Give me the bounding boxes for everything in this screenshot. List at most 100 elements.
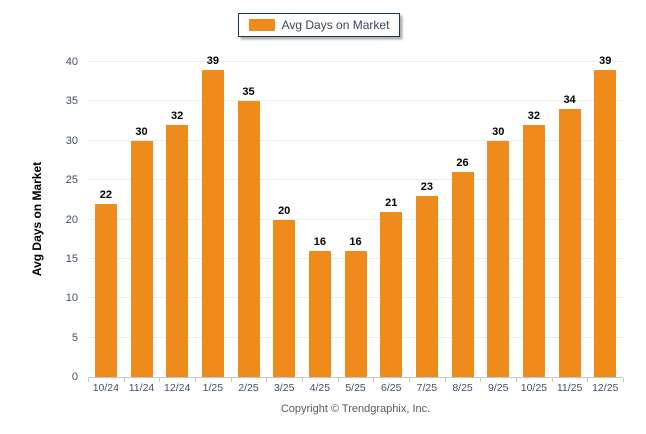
x-tick-label: 5/25 [345, 382, 366, 394]
axis-tick [302, 378, 303, 382]
y-tick-label: 20 [65, 213, 78, 226]
bar-slot: 32 [516, 62, 552, 377]
gridline [88, 139, 623, 141]
bar [522, 125, 545, 377]
x-axis-ticks [88, 378, 624, 382]
axis-tick [444, 378, 446, 382]
bar-slot: 16 [302, 62, 338, 377]
bar-slot: 16 [338, 62, 374, 377]
y-tick-label: 40 [65, 56, 78, 68]
bar [451, 172, 474, 377]
bar-value-label: 32 [171, 110, 184, 122]
x-tick-label: 10/25 [520, 382, 548, 394]
x-tick-label: 12/25 [592, 382, 619, 394]
bar-series: 22 30 32 39 35 20 16 16 21 23 26 30 32 34 39 [88, 55, 623, 377]
bar-slot: 22 [88, 62, 124, 377]
bar-value-label: 30 [492, 125, 505, 138]
axis-tick [409, 378, 410, 382]
bar [308, 251, 331, 377]
axis-tick [623, 378, 624, 382]
bar-slot: 20 [266, 62, 302, 377]
x-tick-label: 3/25 [273, 382, 295, 394]
gridline [88, 61, 623, 62]
axis-tick [159, 378, 161, 382]
y-tick-label: 10 [65, 292, 78, 305]
bar [94, 203, 117, 377]
x-tick-label: 1/25 [202, 382, 224, 394]
x-tick-label: 11/25 [556, 382, 583, 394]
axis-tick [480, 378, 482, 382]
bar-value-label: 30 [135, 125, 148, 138]
bar [166, 125, 189, 377]
bar-value-label: 39 [599, 54, 612, 67]
bar [415, 195, 438, 377]
x-tick-label: 11/24 [128, 382, 155, 394]
bar-value-label: 22 [99, 188, 112, 201]
bar-slot: 23 [409, 62, 445, 377]
y-tick-label: 35 [65, 95, 78, 108]
bar [380, 211, 403, 377]
bar [344, 251, 367, 377]
bar-slot: 26 [445, 62, 481, 377]
x-tick-label: 12/24 [164, 382, 191, 394]
x-tick-label: 9/25 [488, 382, 509, 394]
bar-slot: 30 [124, 62, 160, 377]
bar-value-label: 21 [385, 196, 398, 209]
axis-tick [230, 378, 232, 382]
bar-value-label: 16 [313, 236, 326, 248]
axis-tick [266, 378, 268, 382]
axis-tick [88, 378, 89, 382]
bar [558, 109, 581, 377]
bar-value-label: 26 [456, 157, 469, 170]
y-tick-label: 15 [65, 252, 78, 265]
y-tick-label: 0 [71, 371, 78, 383]
x-tick-label: 6/25 [380, 382, 402, 394]
axis-tick [516, 378, 517, 382]
bar-slot: 34 [552, 62, 588, 377]
bar-value-label: 39 [206, 54, 219, 67]
bar [237, 101, 260, 377]
bar [594, 69, 617, 377]
y-axis-title: Avg Days on Market [30, 161, 44, 277]
axis-tick [373, 378, 375, 382]
bar-slot: 39 [195, 55, 231, 377]
bar [273, 219, 296, 377]
axis-tick [195, 378, 196, 382]
axis-tick [123, 378, 125, 382]
y-tick-label: 5 [71, 331, 78, 344]
axis-tick [587, 378, 589, 382]
bar-value-label: 20 [278, 204, 291, 217]
gridline [88, 218, 623, 220]
x-tick-label: 4/25 [309, 382, 331, 394]
bar-value-label: 32 [527, 110, 541, 122]
copyright-text: Copyright © Trendgraphix, Inc. [280, 403, 431, 415]
bar-slot: 39 [587, 55, 623, 377]
x-tick-label: 2/25 [238, 382, 259, 394]
y-tick-label: 30 [65, 134, 78, 147]
axis-tick [337, 378, 339, 382]
y-tick-label: 25 [65, 174, 78, 187]
x-tick-label: 10/24 [92, 382, 119, 394]
bar-slot: 32 [159, 62, 195, 377]
bar [487, 140, 510, 377]
y-axis-tick-labels: 0 5 10 15 20 25 30 35 40 [48, 56, 78, 383]
gridline [88, 100, 623, 102]
x-axis-tick-labels: 10/24 11/24 12/24 1/25 2/25 3/25 4/25 5/25 6/25 7… [88, 382, 623, 394]
bar-slot: 21 [373, 62, 409, 377]
legend-label: Avg Days on Market [281, 18, 390, 32]
axis-tick [551, 378, 553, 382]
gridline [88, 179, 623, 181]
legend-color-swatch [248, 19, 275, 31]
plot-area: 22 30 32 39 35 20 16 16 21 23 26 30 32 34 39 [88, 55, 623, 378]
bar-value-label: 23 [420, 180, 433, 193]
legend: Avg Days on Market [238, 13, 400, 37]
bar [130, 140, 153, 377]
bar-value-label: 35 [242, 86, 255, 99]
x-tick-label: 7/25 [416, 382, 438, 394]
bar [201, 69, 224, 377]
x-tick-label: 8/25 [452, 382, 473, 394]
bar-value-label: 34 [563, 94, 576, 107]
bar-slot: 35 [231, 62, 267, 377]
bar-slot: 30 [480, 62, 516, 377]
